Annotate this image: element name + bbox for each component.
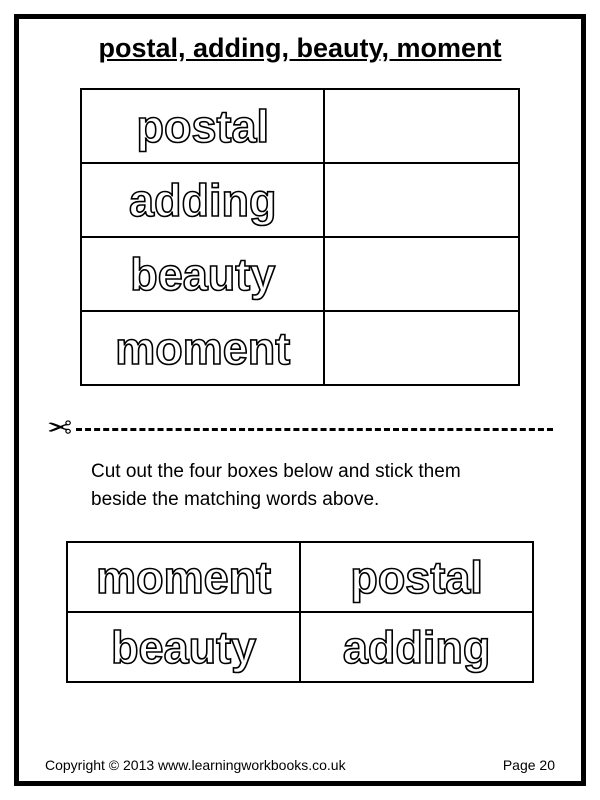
table-row: moment (81, 311, 519, 385)
table-row: adding (81, 163, 519, 237)
blank-cell (324, 237, 519, 311)
table-row: postal (81, 89, 519, 163)
word-cell: moment (81, 311, 324, 385)
copyright-text: Copyright © 2013 www.learningworkbooks.c… (45, 757, 346, 773)
page-number: Page 20 (503, 757, 555, 773)
worksheet-title: postal, adding, beauty, moment (47, 33, 553, 64)
table-row: beauty adding (67, 612, 533, 682)
outline-word: postal (350, 552, 483, 603)
word-cell: adding (81, 163, 324, 237)
outline-word: beauty (111, 622, 256, 673)
outline-word: moment (96, 552, 271, 603)
word-cell: postal (81, 89, 324, 163)
blank-cell (324, 163, 519, 237)
page-frame: postal, adding, beauty, moment postal ad… (14, 14, 586, 786)
table-row: moment postal (67, 542, 533, 612)
cutout-cell: adding (300, 612, 533, 682)
cutout-cell: postal (300, 542, 533, 612)
blank-cell (324, 311, 519, 385)
outline-word: beauty (130, 249, 275, 300)
cutout-word-table: moment postal beauty adding (66, 541, 534, 683)
cutout-cell: beauty (67, 612, 300, 682)
page-footer: Copyright © 2013 www.learningworkbooks.c… (45, 757, 555, 773)
word-cell: beauty (81, 237, 324, 311)
outline-word: moment (115, 323, 290, 374)
outline-word: adding (343, 622, 490, 673)
main-word-table: postal adding beauty moment (80, 88, 520, 386)
outline-word: postal (136, 101, 269, 152)
table-row: beauty (81, 237, 519, 311)
blank-cell (324, 89, 519, 163)
cut-dashed-line (76, 428, 553, 431)
cut-line-row: ✂ (47, 414, 553, 444)
outline-word: adding (129, 175, 276, 226)
cutout-cell: moment (67, 542, 300, 612)
scissors-icon: ✂ (47, 414, 72, 444)
instruction-text: Cut out the four boxes below and stick t… (91, 458, 511, 513)
page-content: postal, adding, beauty, moment postal ad… (19, 19, 581, 693)
